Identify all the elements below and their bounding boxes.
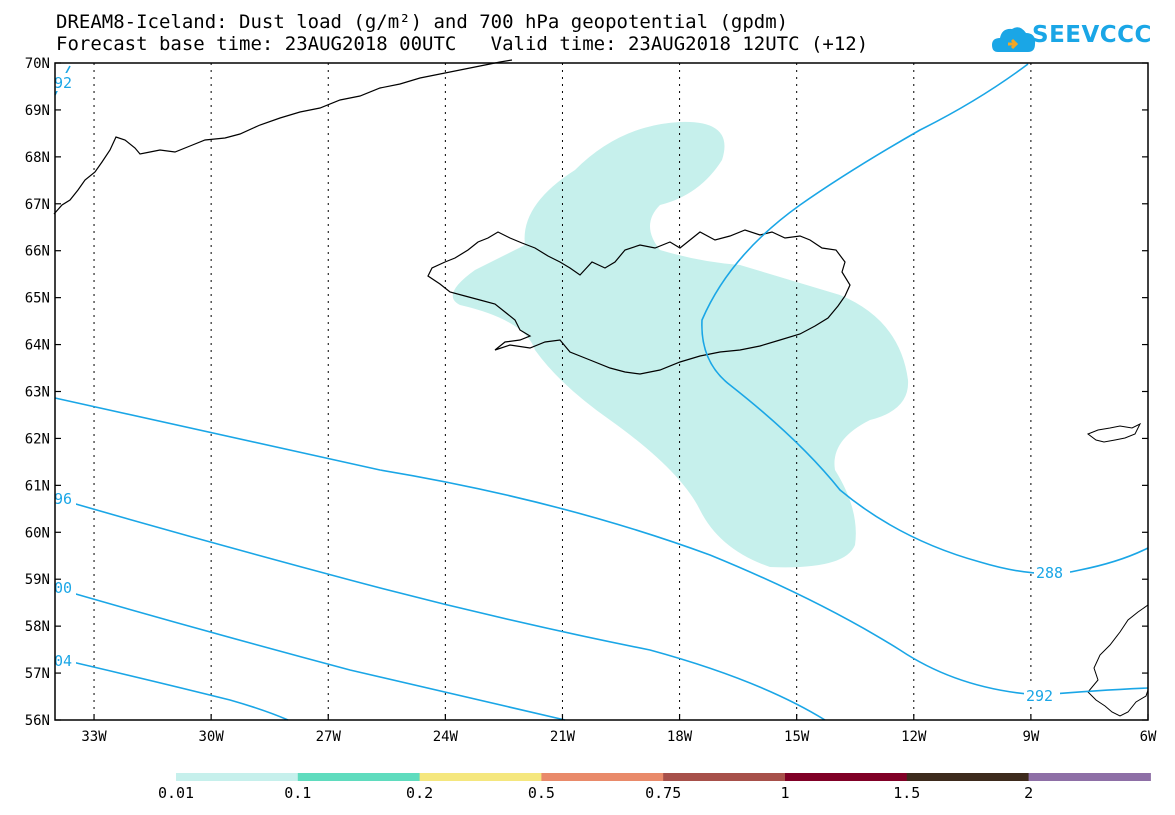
faroe-islands [1086,422,1142,443]
contour-line-304 [54,657,289,721]
lat-tick-label: 57N [25,666,50,682]
grid-lines [93,63,1032,720]
colorbar-swatch [663,773,786,781]
colorbar [176,773,1151,781]
lat-tick-label: 56N [25,713,50,729]
lat-tick-label: 60N [25,525,50,541]
colorbar-swatch [297,773,421,781]
colorbar-label: 0.1 [284,784,312,802]
contour-label: 292 [1026,687,1053,705]
lat-tick-label: 59N [25,572,50,588]
colorbar-swatch [1028,773,1151,781]
contour-label: 92 [54,74,72,92]
colorbar-label: 0.75 [645,784,682,802]
contour-line-288 [701,63,1149,575]
colorbar-swatch [906,773,1030,781]
lon-tick-label: 30W [198,729,224,745]
contour-line-292 [54,397,1149,696]
contour-label: 04 [54,652,72,670]
lon-tick-label: 12W [901,729,927,745]
contour-line-296 [54,497,826,721]
colorbar-label: 1.5 [893,784,921,802]
lat-tick-label: 62N [25,431,50,447]
colorbar-label: 1 [780,784,790,802]
lon-tick-label: 24W [433,729,459,745]
cloud-icon [992,27,1036,52]
lat-tick-label: 70N [25,56,50,72]
lat-tick-label: 61N [25,478,50,494]
colorbar-label: 2 [1024,784,1034,802]
contour-line-300 [54,587,566,721]
lon-tick-label: 18W [667,729,693,745]
logo-text: SEEVCCC [1032,22,1152,48]
contour-label: 00 [54,579,72,597]
greenland-coastline [53,59,513,215]
chart-title: DREAM8-Iceland: Dust load (g/m²) and 700… [56,11,789,33]
lat-tick-label: 68N [25,150,50,166]
chart-subtitle: Forecast base time: 23AUG2018 00UTC Vali… [56,33,869,55]
lat-tick-label: 64N [25,338,50,354]
colorbar-label: 0.2 [406,784,434,802]
scotland-coastline [1087,604,1149,717]
contour-label: 288 [1036,564,1063,582]
lon-tick-label: 6W [1140,729,1157,745]
lat-tick-label: 65N [25,291,50,307]
dust-region [452,121,909,568]
contour-label: 96 [54,490,72,508]
colorbar-swatch [541,773,664,781]
colorbar-swatch [419,773,542,781]
lat-tick-label: 63N [25,385,50,401]
lon-tick-label: 27W [316,729,342,745]
colorbar-swatch [176,773,299,781]
lat-tick-label: 66N [25,244,50,260]
colorbar-label: 0.5 [527,784,555,802]
lat-tick-label: 58N [25,619,50,635]
colorbar-label: 0.01 [157,784,195,802]
lon-tick-label: 15W [784,729,810,745]
lon-tick-label: 21W [550,729,576,745]
lat-tick-label: 69N [25,103,50,119]
lon-tick-label: 9W [1022,729,1039,745]
lat-tick-label: 67N [25,197,50,213]
colorbar-swatch [785,773,908,781]
lon-tick-label: 33W [81,729,107,745]
iceland-coastline [427,229,851,375]
